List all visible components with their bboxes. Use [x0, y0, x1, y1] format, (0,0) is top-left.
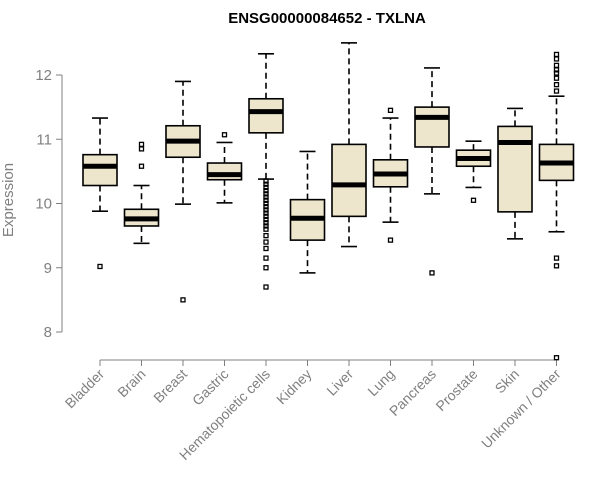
box-group: [289, 150, 326, 274]
box-group: [123, 141, 160, 245]
box-group: [165, 80, 201, 303]
box-iqr: [331, 143, 367, 218]
box-iqr: [497, 125, 533, 213]
outlier-point: [263, 184, 269, 191]
outlier-point: [553, 67, 560, 73]
x-tick-label: Brain: [114, 366, 148, 400]
outlier-point: [387, 237, 394, 243]
outlier-point: [263, 223, 269, 229]
box-iqr: [248, 97, 284, 134]
outlier-point: [263, 226, 269, 232]
box-group: [331, 42, 367, 248]
x-tick-label: Kidney: [273, 366, 315, 408]
outlier-point: [429, 270, 435, 276]
box-group: [455, 140, 492, 203]
outlier-point: [263, 200, 269, 207]
box-group: [414, 67, 450, 276]
x-tick-label: Bladder: [62, 366, 108, 412]
box-iqr: [206, 162, 243, 181]
outlier-point: [553, 56, 560, 62]
outlier-point: [263, 210, 269, 216]
outlier-point: [263, 191, 269, 197]
x-tick-label: Breast: [150, 366, 190, 406]
outlier-point: [553, 88, 560, 94]
outlier-point: [263, 207, 269, 213]
y-axis-label: Expression: [0, 163, 17, 237]
box-group: [82, 117, 118, 270]
outlier-point: [180, 297, 186, 303]
outlier-point: [553, 81, 560, 88]
x-tick-label: Skin: [492, 366, 523, 397]
x-tick-label: Prostate: [432, 366, 480, 414]
box-group: [206, 132, 243, 204]
outlier-point: [553, 75, 560, 81]
outlier-point: [263, 213, 269, 220]
outlier-point: [263, 245, 269, 252]
box-iqr: [414, 106, 450, 148]
box-group: [497, 107, 533, 240]
outlier-point: [553, 355, 560, 361]
y-tick-label: 12: [35, 67, 52, 84]
box-series: [82, 42, 575, 361]
outlier-point: [221, 132, 228, 138]
x-tick-label: Lung: [364, 366, 397, 399]
outlier-point: [553, 263, 560, 269]
outlier-point: [263, 284, 269, 290]
outlier-point: [263, 232, 269, 239]
x-tick-label: Liver: [323, 366, 356, 399]
outlier-point: [553, 62, 560, 69]
x-tick-label: Unknown / Other: [478, 366, 564, 452]
outlier-point: [263, 181, 269, 187]
y-tick-label: 11: [36, 131, 52, 148]
box-group: [538, 51, 575, 361]
outlier-point: [470, 197, 477, 203]
outlier-point: [387, 107, 394, 113]
outlier-point: [553, 70, 560, 76]
outlier-point: [97, 263, 103, 270]
outlier-point: [138, 163, 145, 169]
outlier-point: [553, 255, 560, 261]
outlier-point: [263, 255, 269, 261]
outlier-point: [263, 265, 269, 271]
y-tick-label: 10: [35, 196, 52, 213]
outlier-point: [138, 141, 145, 148]
outlier-point: [263, 197, 269, 203]
outlier-point: [263, 204, 269, 210]
outlier-point: [263, 220, 269, 226]
outlier-point: [263, 216, 269, 223]
y-tick-label: 8: [44, 324, 52, 341]
box-group: [248, 52, 284, 290]
box-group: [372, 107, 409, 243]
y-tick-label: 9: [44, 260, 52, 277]
outlier-point: [263, 239, 269, 245]
outlier-point: [553, 51, 560, 58]
outlier-point: [263, 178, 269, 184]
outlier-point: [138, 146, 145, 152]
chart-title: ENSG00000084652 - TXLNA: [228, 10, 426, 27]
outlier-point: [263, 194, 269, 200]
box-iqr: [82, 153, 118, 187]
outlier-point: [263, 187, 269, 194]
